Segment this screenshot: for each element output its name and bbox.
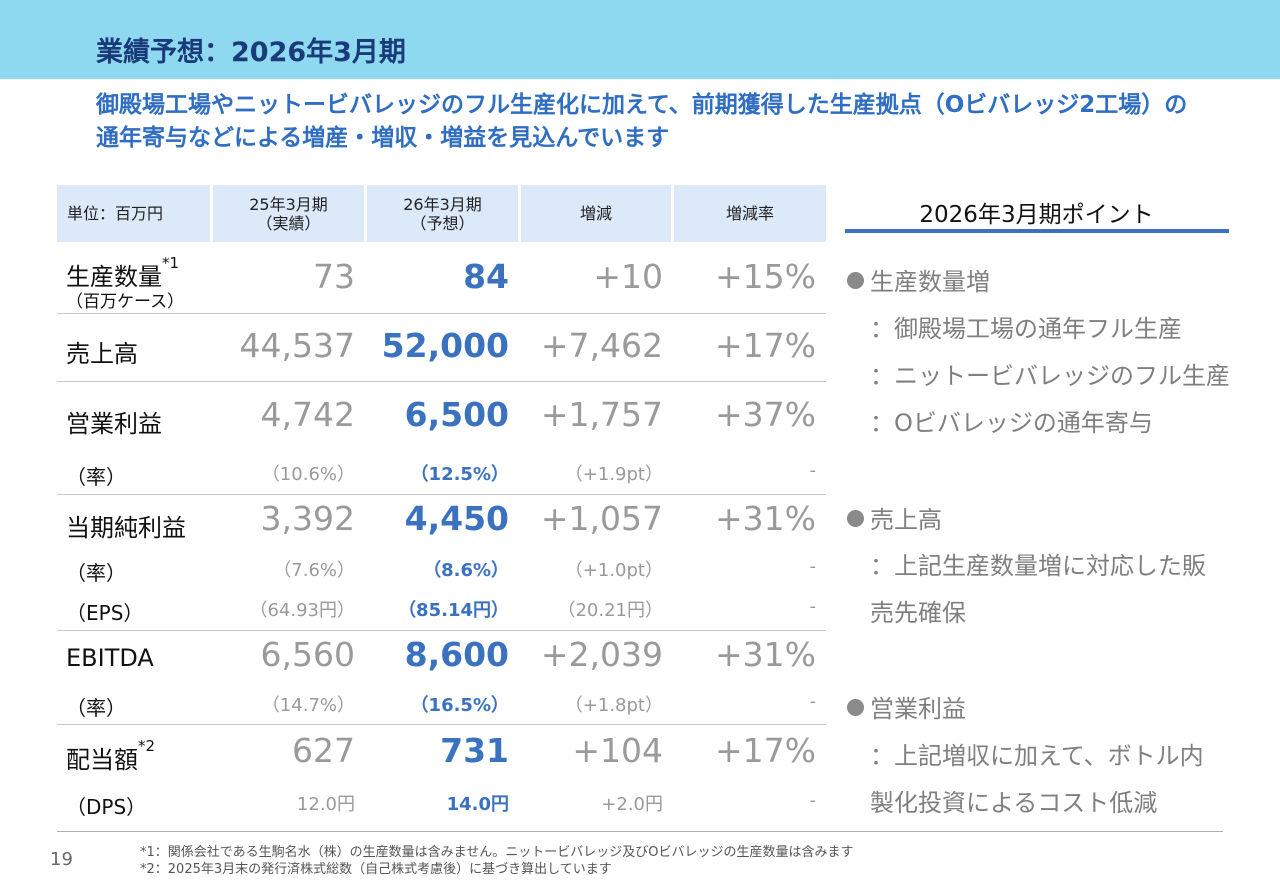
point-sales-line1: ：上記生産数量増に対応した販 bbox=[870, 552, 1206, 580]
page-subtitle: 御殿場工場やニットービバレッジのフル生産化に加えて、前期獲得した生産拠点（Oビバ… bbox=[96, 92, 1188, 151]
header-rate: 増減率 bbox=[674, 185, 826, 242]
point-sales-head: 売上高 bbox=[847, 500, 942, 535]
ebitda-margin-diff: （+1.8pt） bbox=[564, 695, 663, 716]
eps-diff: （20.21円） bbox=[557, 600, 663, 621]
sales-rate: +17% bbox=[715, 326, 816, 365]
op-profit-diff: +1,757 bbox=[540, 395, 663, 434]
row-label-dps: （DPS） bbox=[66, 795, 147, 819]
net-margin-prev: （7.6%） bbox=[273, 560, 355, 581]
point-op-profit-line2: 製化投資によるコスト低減 bbox=[870, 789, 1158, 817]
op-margin-diff: （+1.9pt） bbox=[564, 464, 663, 485]
ebitda-prev: 6,560 bbox=[260, 635, 355, 674]
row-divider bbox=[57, 381, 826, 382]
dps-prev: 12.0円 bbox=[296, 794, 355, 815]
point-op-profit-line1: ：上記増収に加えて、ボトル内 bbox=[870, 742, 1204, 770]
op-margin-rate: - bbox=[809, 460, 817, 481]
row-label-operating-profit: 営業利益 bbox=[66, 410, 162, 438]
row-label-net-margin: （率） bbox=[66, 561, 126, 585]
ebitda-rate: +31% bbox=[715, 635, 816, 674]
header-forecast-line2: （予想） bbox=[410, 213, 475, 233]
op-margin-prev: （10.6%） bbox=[261, 464, 355, 485]
row-label-dividend: 配当額*2 bbox=[66, 737, 156, 774]
header-prev-year-line1: 25年3月期 bbox=[249, 194, 328, 214]
net-income-forecast: 4,450 bbox=[404, 499, 509, 538]
points-title: 2026年3月期ポイント bbox=[919, 202, 1154, 228]
footnote-mark-1: *1 bbox=[162, 254, 180, 272]
net-margin-rate: - bbox=[809, 556, 817, 577]
net-margin-diff: （+1.0pt） bbox=[564, 560, 663, 581]
production-prev: 73 bbox=[313, 257, 355, 296]
header-forecast-line1: 26年3月期 bbox=[403, 194, 482, 214]
header-forecast: 26年3月期 （予想） bbox=[367, 185, 518, 242]
ebitda-margin-forecast: （16.5%） bbox=[410, 695, 509, 716]
page-title: 業績予想：2026年3月期 bbox=[96, 37, 406, 68]
row-divider bbox=[57, 494, 826, 495]
point-production-line2: ：ニットービバレッジのフル生産 bbox=[870, 362, 1230, 390]
point-production-head: 生産数量増 bbox=[847, 262, 990, 297]
header-band bbox=[0, 0, 1280, 79]
op-profit-rate: +37% bbox=[715, 395, 816, 434]
production-diff: +10 bbox=[593, 257, 663, 296]
net-income-diff: +1,057 bbox=[540, 499, 663, 538]
dividend-prev: 627 bbox=[292, 731, 355, 770]
dividend-rate: +17% bbox=[715, 731, 816, 770]
header-prev-year: 25年3月期 （実績） bbox=[213, 185, 364, 242]
row-label-eps: （EPS） bbox=[66, 601, 144, 625]
eps-forecast: （85.14円） bbox=[398, 600, 509, 621]
net-income-rate: +31% bbox=[715, 499, 816, 538]
points-title-underline bbox=[845, 229, 1229, 233]
sales-prev: 44,537 bbox=[239, 326, 355, 365]
row-divider bbox=[57, 630, 826, 631]
dps-diff: +2.0円 bbox=[601, 794, 663, 815]
bullet-icon bbox=[847, 510, 864, 527]
net-margin-forecast: （8.6%） bbox=[423, 560, 509, 581]
dps-forecast: 14.0円 bbox=[446, 794, 509, 815]
row-divider bbox=[57, 724, 826, 725]
bullet-icon bbox=[847, 699, 864, 716]
dividend-forecast: 731 bbox=[440, 731, 509, 770]
sales-forecast: 52,000 bbox=[381, 326, 509, 365]
ebitda-diff: +2,039 bbox=[540, 635, 663, 674]
eps-prev: （64.93円） bbox=[249, 600, 355, 621]
ebitda-margin-prev: （14.7%） bbox=[261, 695, 355, 716]
row-divider bbox=[57, 313, 826, 314]
op-profit-prev: 4,742 bbox=[260, 395, 355, 434]
op-margin-forecast: （12.5%） bbox=[410, 464, 509, 485]
header-unit: 単位：百万円 bbox=[57, 185, 210, 242]
footnote-2: *2：2025年3月末の発行済株式総数（自己株式考慮後）に基づき算出しています bbox=[140, 862, 612, 877]
row-label-op-margin: （率） bbox=[66, 465, 126, 489]
point-production-line3: ：Oビバレッジの通年寄与 bbox=[870, 409, 1153, 437]
footer-divider bbox=[57, 831, 1223, 832]
net-income-prev: 3,392 bbox=[260, 499, 355, 538]
sales-diff: +7,462 bbox=[540, 326, 663, 365]
row-label-net-income: 当期純利益 bbox=[66, 514, 186, 542]
footnote-1: *1：関係会社である生駒名水（株）の生産数量は含みません。ニットービバレッジ及び… bbox=[140, 845, 854, 860]
header-prev-year-line2: （実績） bbox=[256, 213, 321, 233]
point-production-line1: ：御殿場工場の通年フル生産 bbox=[870, 315, 1182, 343]
dps-rate: - bbox=[809, 790, 817, 811]
page-number: 19 bbox=[50, 849, 73, 870]
row-label-production: 生産数量*1 bbox=[66, 254, 180, 291]
production-forecast: 84 bbox=[463, 257, 509, 296]
row-label-sales: 売上高 bbox=[66, 340, 138, 368]
bullet-icon bbox=[847, 272, 864, 289]
point-sales-line2: 売先確保 bbox=[870, 599, 966, 627]
production-rate: +15% bbox=[715, 257, 816, 296]
op-profit-forecast: 6,500 bbox=[404, 395, 509, 434]
row-label-ebitda-margin: （率） bbox=[66, 696, 126, 720]
header-diff: 増減 bbox=[521, 185, 671, 242]
eps-rate: - bbox=[809, 596, 817, 617]
ebitda-margin-rate: - bbox=[809, 691, 817, 712]
ebitda-forecast: 8,600 bbox=[404, 635, 509, 674]
row-sublabel-production-unit: （百万ケース） bbox=[66, 292, 185, 312]
point-op-profit-head: 営業利益 bbox=[847, 689, 966, 724]
row-label-ebitda: EBITDA bbox=[66, 644, 154, 672]
footnote-mark-2: *2 bbox=[138, 737, 156, 755]
dividend-diff: +104 bbox=[572, 731, 663, 770]
